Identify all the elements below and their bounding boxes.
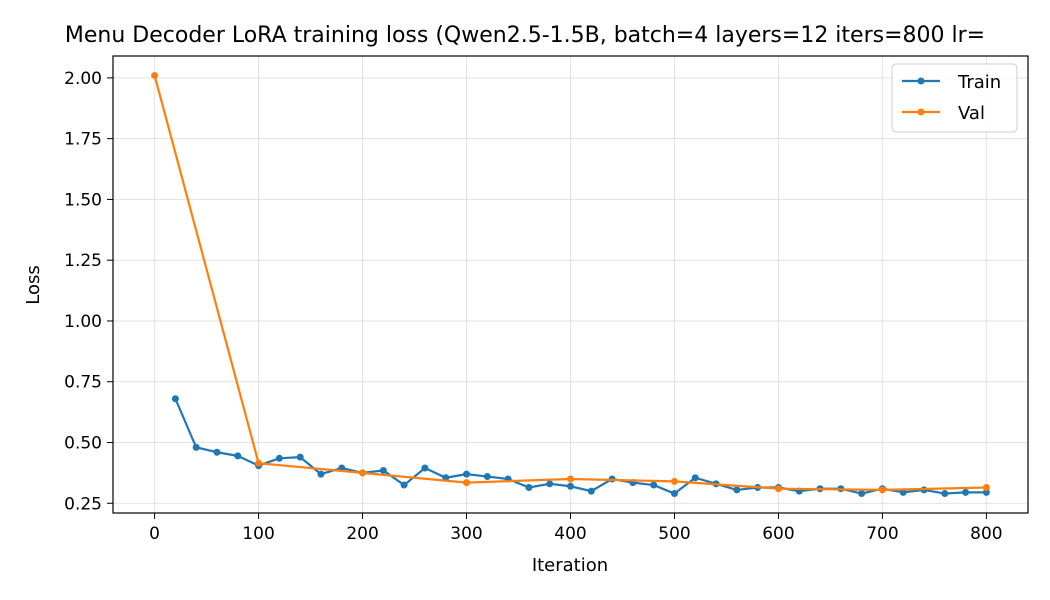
y-tick-label: 0.25 — [64, 494, 102, 514]
train-point — [670, 490, 678, 498]
val-point — [359, 469, 367, 477]
ticks: 0 100 200 300 400 500 600 700 800 0.25 0.50 0.75 1.0… — [64, 69, 1002, 544]
train-point — [962, 488, 970, 496]
train-point — [421, 464, 429, 472]
val-point — [151, 71, 159, 79]
legend: Train Val — [891, 63, 1018, 133]
val-point — [878, 486, 886, 494]
y-axis-label: Loss — [23, 265, 44, 304]
x-tick-label: 600 — [762, 524, 794, 544]
val-point — [567, 475, 574, 483]
x-tick-label: 100 — [242, 524, 274, 544]
train-point — [296, 453, 304, 461]
x-tick-label: 0 — [149, 524, 160, 544]
train-point — [982, 488, 990, 496]
train-point — [691, 474, 699, 482]
legend-train-label: Train — [957, 72, 1001, 93]
train-point — [899, 488, 907, 496]
chart-title: Menu Decoder LoRA training loss (Qwen2.5… — [65, 23, 985, 48]
train-point — [213, 448, 221, 456]
train-point — [234, 452, 242, 460]
legend-val-label: Val — [958, 103, 985, 124]
train-point — [733, 486, 741, 494]
y-tick-label: 1.75 — [64, 130, 102, 150]
val-point — [982, 483, 990, 491]
x-tick-label: 400 — [554, 524, 586, 544]
train-point — [171, 395, 179, 403]
val-point — [255, 459, 263, 467]
train-point — [546, 480, 554, 488]
val-point — [670, 477, 678, 485]
train-point — [317, 470, 325, 478]
y-tick-label: 1.25 — [64, 251, 102, 271]
y-tick-label: 2.00 — [64, 69, 102, 89]
x-tick-label: 700 — [866, 524, 898, 544]
train-point — [525, 483, 533, 491]
train-point — [650, 481, 658, 489]
grid — [113, 56, 1028, 513]
y-tick-label: 1.00 — [64, 312, 102, 332]
x-tick-label: 500 — [658, 524, 690, 544]
train-point — [275, 454, 283, 462]
train-point — [587, 487, 595, 495]
train-point — [192, 443, 200, 451]
train-series-line — [174, 398, 987, 495]
series-layer — [151, 71, 990, 498]
train-point — [379, 466, 387, 474]
val-point — [774, 485, 782, 493]
y-tick-label: 1.50 — [64, 190, 102, 210]
train-point — [941, 490, 949, 498]
train-point — [483, 473, 491, 481]
legend-val-marker — [917, 108, 925, 116]
train-point — [858, 490, 866, 498]
legend-train-marker — [917, 77, 925, 85]
train-point — [567, 482, 574, 490]
x-axis-label: Iteration — [532, 555, 608, 576]
x-tick-label: 300 — [450, 524, 482, 544]
val-point — [463, 479, 471, 487]
train-point — [463, 470, 471, 478]
x-tick-label: 200 — [346, 524, 378, 544]
x-tick-label: 800 — [970, 524, 1002, 544]
y-tick-label: 0.75 — [64, 373, 102, 393]
y-tick-label: 0.50 — [64, 434, 102, 454]
train-point — [400, 481, 408, 489]
